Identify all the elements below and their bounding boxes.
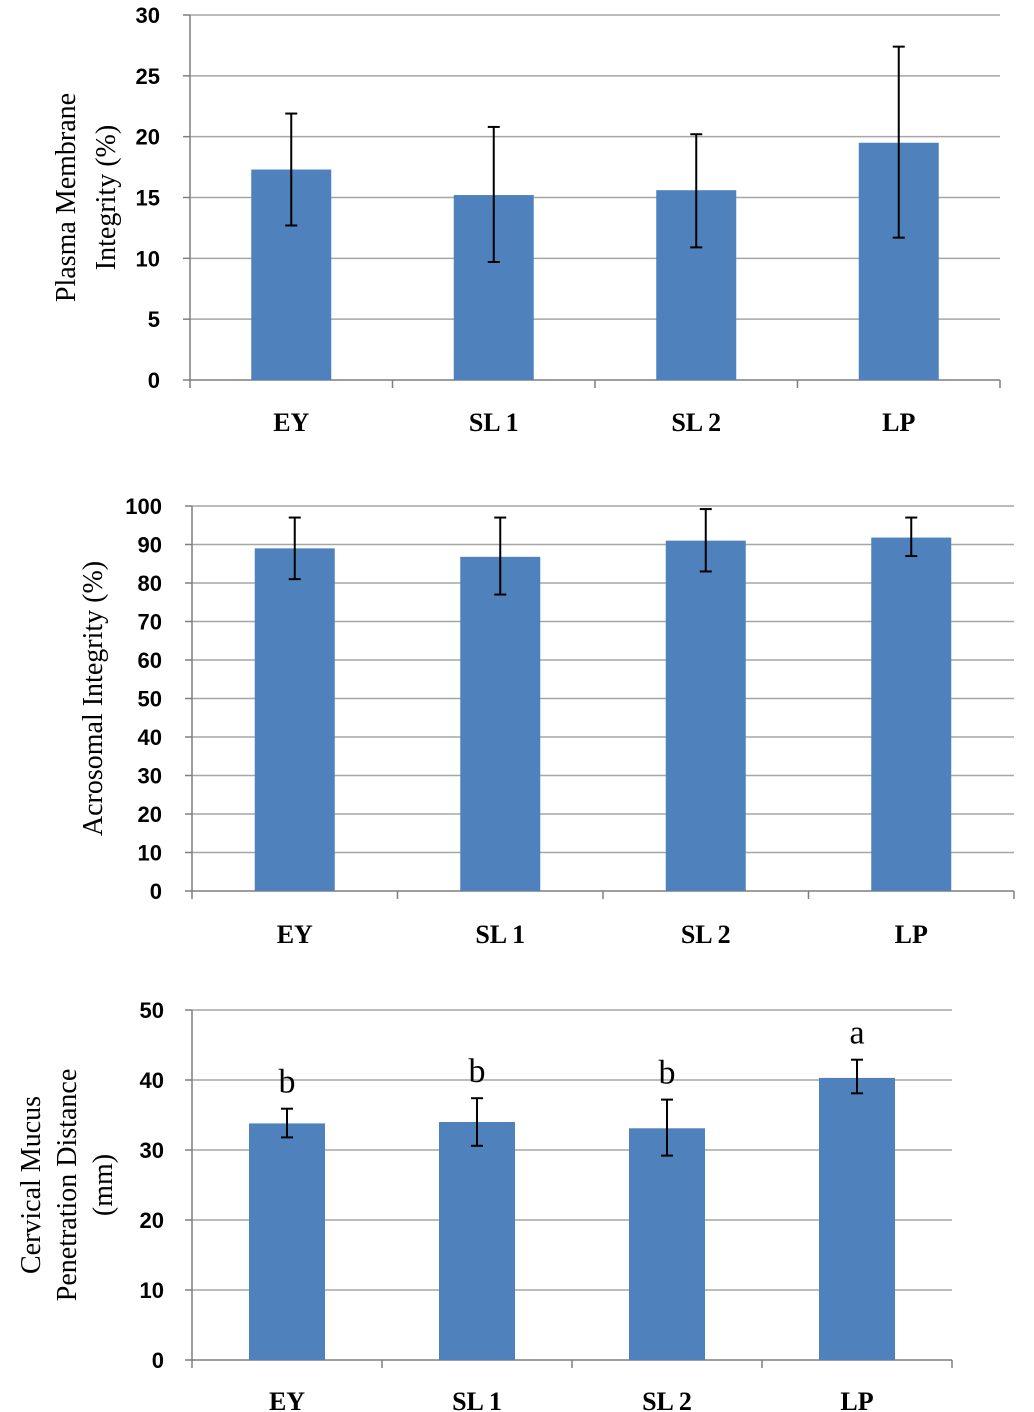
y-tick-label: 70 [138, 610, 162, 635]
x-tick-label: LP [840, 1387, 873, 1412]
y-tick-label: 90 [138, 533, 162, 558]
x-tick-label: LP [882, 408, 915, 437]
y-tick-label: 20 [138, 802, 162, 827]
y-tick-label: 50 [140, 998, 164, 1023]
y-tick-label: 40 [138, 725, 162, 750]
x-tick-label: SL 1 [475, 920, 525, 949]
bar [249, 1123, 325, 1360]
significance-letter: b [469, 1053, 486, 1090]
x-tick-label: EY [277, 920, 313, 949]
y-tick-label: 25 [136, 64, 160, 89]
bar [871, 537, 952, 891]
y-tick-label: 100 [125, 494, 162, 519]
y-axis-label: (mm) [88, 1154, 119, 1216]
bar [819, 1077, 895, 1360]
x-tick-label: SL 2 [681, 920, 731, 949]
x-tick-label: SL 2 [642, 1387, 692, 1412]
y-tick-label: 40 [140, 1068, 164, 1093]
bar [254, 548, 335, 891]
y-axis-label: Acrosomal Integrity (%) [78, 561, 109, 836]
y-tick-label: 10 [140, 1278, 164, 1303]
plasma-membrane-chart: 0 5 10 15 20 25 30 EY SL 1 SL 2 LP Plasma Membrane I… [51, 3, 1001, 437]
y-tick-label: 20 [140, 1208, 164, 1233]
bar [629, 1128, 705, 1360]
y-axis-label: Penetration Distance [52, 1069, 83, 1301]
y-tick-label: 50 [138, 687, 162, 712]
y-axis-label: Integrity (%) [91, 125, 122, 270]
y-tick-label: 5 [148, 307, 160, 332]
y-tick-label: 80 [138, 571, 162, 596]
x-tick-label: EY [273, 408, 309, 437]
significance-letter: b [659, 1055, 676, 1092]
x-tick-label: LP [895, 920, 928, 949]
y-tick-label: 10 [136, 246, 160, 271]
significance-letter: a [849, 1015, 864, 1052]
y-axis-label: Plasma Membrane [51, 93, 82, 302]
bar [665, 540, 746, 891]
y-tick-label: 0 [150, 879, 162, 904]
y-tick-label: 60 [138, 648, 162, 673]
cervical-mucus-chart: 0 10 20 30 40 50 EY b SL 1 b SL 2 b LP a Cervical Mucu… [16, 998, 953, 1412]
y-tick-label: 10 [138, 841, 162, 866]
y-tick-label: 30 [140, 1138, 164, 1163]
y-tick-label: 30 [138, 764, 162, 789]
x-tick-label: SL 1 [469, 408, 519, 437]
y-axis-label: Cervical Mucus [16, 1096, 47, 1274]
x-tick-label: EY [269, 1387, 305, 1412]
bar [439, 1122, 515, 1360]
x-tick-label: SL 1 [452, 1387, 502, 1412]
y-tick-label: 20 [136, 125, 160, 150]
x-tick-label: SL 2 [671, 408, 721, 437]
y-tick-label: 0 [148, 368, 160, 393]
y-tick-label: 15 [136, 186, 160, 211]
bar [460, 556, 541, 891]
y-tick-label: 0 [152, 1348, 164, 1373]
y-tick-label: 30 [136, 3, 160, 28]
significance-letter: b [279, 1064, 296, 1101]
acrosomal-integrity-chart: 0 10 20 30 40 50 60 70 80 90 100 EY SL 1 SL 2 LP Acroso… [78, 494, 1015, 949]
